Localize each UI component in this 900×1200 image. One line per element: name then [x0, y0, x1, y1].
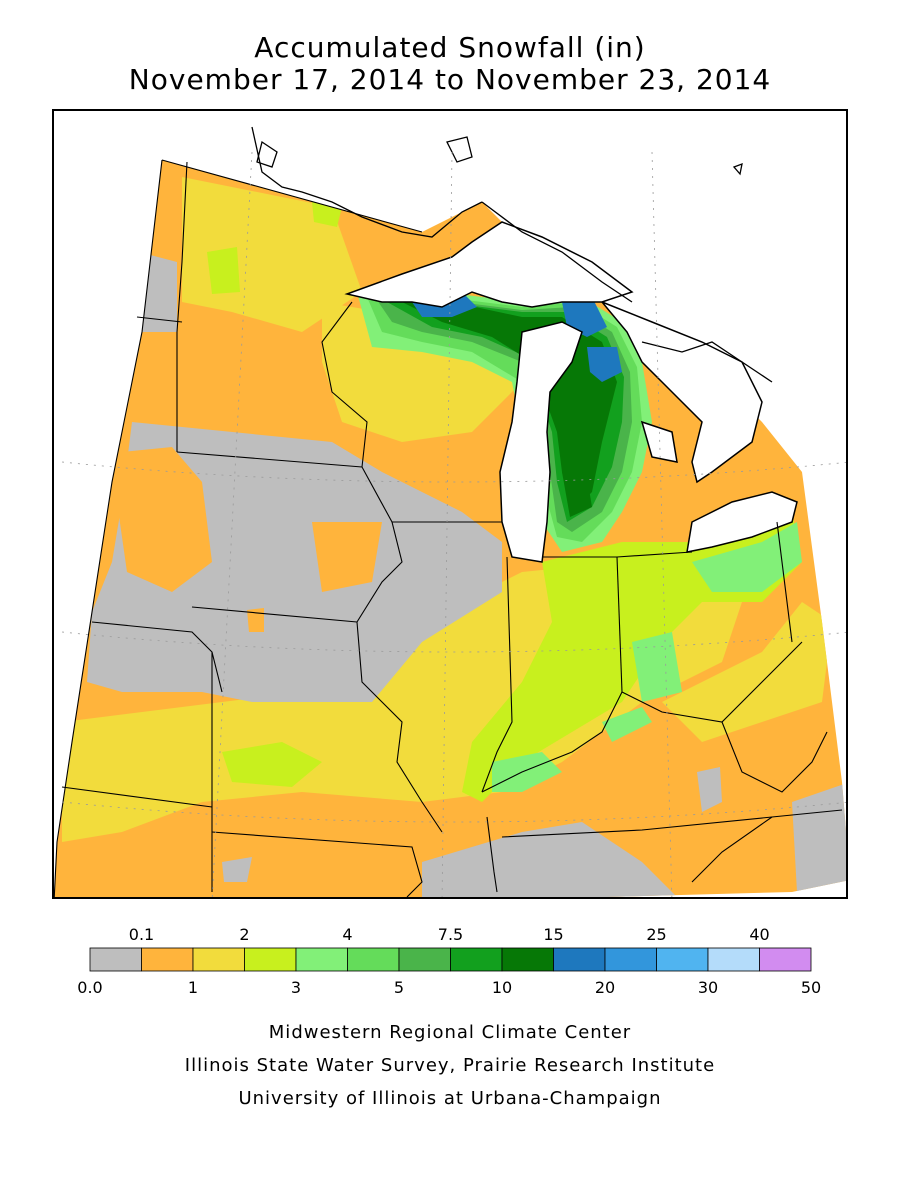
legend-bottom-label: 30: [698, 978, 718, 997]
legend-swatch: [398, 947, 451, 972]
lake-michigan: [499, 321, 583, 563]
legend-swatch: [656, 947, 709, 972]
snowfall-map: [52, 109, 848, 899]
legend-swatch: [707, 947, 760, 972]
legend-swatch: [89, 947, 142, 972]
legend-top-label: 15: [543, 925, 563, 944]
map-title: Accumulated Snowfall (in): [254, 31, 646, 64]
credit-line-1: Midwestern Regional Climate Center: [268, 1022, 632, 1043]
legend-bottom-label: 10: [492, 978, 512, 997]
credit-line-3: University of Illinois at Urbana-Champai…: [238, 1088, 662, 1109]
legend-top-label: 2: [239, 925, 249, 944]
credit-line-2: Illinois State Water Survey, Prairie Res…: [184, 1055, 716, 1076]
legend-swatch: [347, 947, 400, 972]
legend-top-label: 4: [342, 925, 352, 944]
legend-top-label: 7.5: [438, 925, 463, 944]
legend-bottom-label: 20: [595, 978, 615, 997]
color-legend: 0.1 2 4 7.5 15 25 40 0.0 1 3 5 10 20 30 50: [0, 920, 900, 1000]
legend-swatch: [553, 947, 606, 972]
map-date-range: November 17, 2014 to November 23, 2014: [128, 63, 772, 96]
legend-swatch: [450, 947, 503, 972]
saginaw-bay: [640, 420, 678, 463]
legend-top-label: 25: [646, 925, 666, 944]
legend-swatch: [244, 947, 297, 972]
graticule: [61, 151, 846, 897]
legend-top-label: 40: [749, 925, 769, 944]
state-boundaries: [54, 159, 843, 897]
legend-swatch: [141, 947, 194, 972]
legend-swatch: [604, 947, 657, 972]
legend-bottom-label: 50: [801, 978, 821, 997]
legend-swatch: [759, 947, 812, 972]
legend-top-label: 0.1: [129, 925, 154, 944]
lake-huron: [601, 301, 763, 484]
legend-swatch: [192, 947, 245, 972]
legend-bottom-label: 0.0: [77, 978, 102, 997]
legend-bottom-label: 3: [291, 978, 301, 997]
canada-coast: [251, 126, 773, 383]
legend-bottom-label: 1: [188, 978, 198, 997]
great-lakes: [344, 221, 798, 563]
legend-bottom-label: 5: [394, 978, 404, 997]
legend-swatch: [501, 947, 554, 972]
lake-erie: [686, 491, 798, 553]
legend-swatch: [295, 947, 348, 972]
